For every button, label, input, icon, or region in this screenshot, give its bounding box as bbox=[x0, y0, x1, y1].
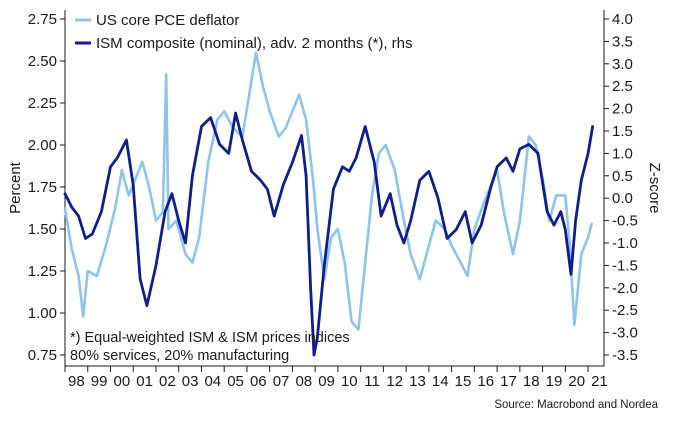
y-right-tick-label: -1.0 bbox=[612, 235, 638, 252]
y-right-tick-label: 2.5 bbox=[612, 78, 633, 95]
source-note: Source: Macrobond and Nordea bbox=[494, 399, 658, 411]
x-tick-label: 01 bbox=[136, 373, 153, 390]
y-right-tick-label: 1.5 bbox=[612, 123, 633, 140]
x-tick-label: 07 bbox=[273, 373, 290, 390]
footnote: *) Equal-weighted ISM & ISM prices indic… bbox=[70, 330, 350, 364]
x-tick-label: 12 bbox=[386, 373, 403, 390]
y-right-tick-label: 0.0 bbox=[612, 190, 633, 207]
y-right-tick-label: 1.0 bbox=[612, 145, 633, 162]
y-left-tick-label: 1.50 bbox=[28, 221, 57, 238]
x-tick-label: 18 bbox=[523, 373, 540, 390]
x-tick-label: 19 bbox=[546, 373, 563, 390]
x-tick-label: 98 bbox=[68, 373, 85, 390]
y-left-tick-label: 2.50 bbox=[28, 53, 57, 70]
x-tick-label: 15 bbox=[455, 373, 472, 390]
y-right-tick-label: 2.0 bbox=[612, 101, 633, 118]
legend-label-pce: US core PCE deflator bbox=[96, 12, 239, 29]
x-tick-label: 09 bbox=[318, 373, 335, 390]
plot-frame bbox=[64, 10, 605, 367]
y-right-tick-label: -2.0 bbox=[612, 280, 638, 297]
footnote-line-1: *) Equal-weighted ISM & ISM prices indic… bbox=[70, 330, 350, 346]
y-right-ticks: 4.0 3.5 3.0 2.5 2.0 1.5 1.0 0.5 0.0 -0.5 -1.0 -1.5 -… bbox=[604, 11, 638, 364]
y-left-tick-label: 2.25 bbox=[28, 95, 57, 112]
x-tick-label: 06 bbox=[250, 373, 267, 390]
y-left-tick-label: 2.75 bbox=[28, 11, 57, 28]
series-layer bbox=[63, 51, 594, 357]
x-tick-label: 17 bbox=[500, 373, 517, 390]
y-right-tick-label: -3.5 bbox=[612, 347, 638, 364]
legend: US core PCE deflator ISM composite (nomi… bbox=[75, 12, 413, 52]
x-tick-label: 04 bbox=[204, 373, 221, 390]
y-right-tick-label: 0.5 bbox=[612, 168, 633, 185]
x-tick-label: 16 bbox=[477, 373, 494, 390]
x-tick-label: 11 bbox=[364, 373, 380, 390]
y-right-tick-label: 3.5 bbox=[612, 33, 633, 50]
series-line-ism-composite bbox=[63, 111, 594, 357]
x-tick-label: 10 bbox=[341, 373, 358, 390]
y-right-tick-label: -0.5 bbox=[612, 213, 638, 230]
x-tick-label: 99 bbox=[91, 373, 108, 390]
x-tick-label: 03 bbox=[182, 373, 199, 390]
x-tick-label: 08 bbox=[295, 373, 312, 390]
legend-label-ism: ISM composite (nominal), adv. 2 months (… bbox=[96, 35, 413, 52]
x-tick-label: 21 bbox=[591, 373, 608, 390]
y-left-tick-label: 1.75 bbox=[28, 179, 57, 196]
y-left-tick-label: 2.00 bbox=[28, 137, 57, 154]
y-left-ticks: 2.75 2.50 2.25 2.00 1.75 1.50 1.25 1.00 0.75 bbox=[28, 11, 65, 364]
series-line-core-pce bbox=[63, 51, 593, 332]
y-left-tick-label: 0.75 bbox=[28, 347, 57, 364]
x-ticks: 98 99 00 01 02 03 04 05 06 07 08 09 10 11 12 13 14 15 16 17… bbox=[64, 366, 608, 390]
x-tick-label: 20 bbox=[568, 373, 585, 390]
y-right-axis-title: Z-score bbox=[646, 163, 663, 214]
x-tick-label: 05 bbox=[227, 373, 244, 390]
y-left-axis-title: Percent bbox=[7, 161, 24, 214]
y-right-tick-label: 4.0 bbox=[612, 11, 633, 28]
y-right-tick-label: 3.0 bbox=[612, 56, 633, 73]
y-right-tick-label: -1.5 bbox=[612, 257, 638, 274]
x-tick-label: 02 bbox=[159, 373, 176, 390]
x-tick-label: 13 bbox=[409, 373, 426, 390]
x-tick-label: 00 bbox=[114, 373, 131, 390]
y-right-tick-label: -3.0 bbox=[612, 325, 638, 342]
x-tick-label: 14 bbox=[432, 373, 449, 390]
y-left-tick-label: 1.00 bbox=[28, 305, 57, 322]
y-left-tick-label: 1.25 bbox=[28, 263, 57, 280]
footnote-line-2: 80% services, 20% manufacturing bbox=[70, 348, 289, 364]
y-right-tick-label: -2.5 bbox=[612, 302, 638, 319]
